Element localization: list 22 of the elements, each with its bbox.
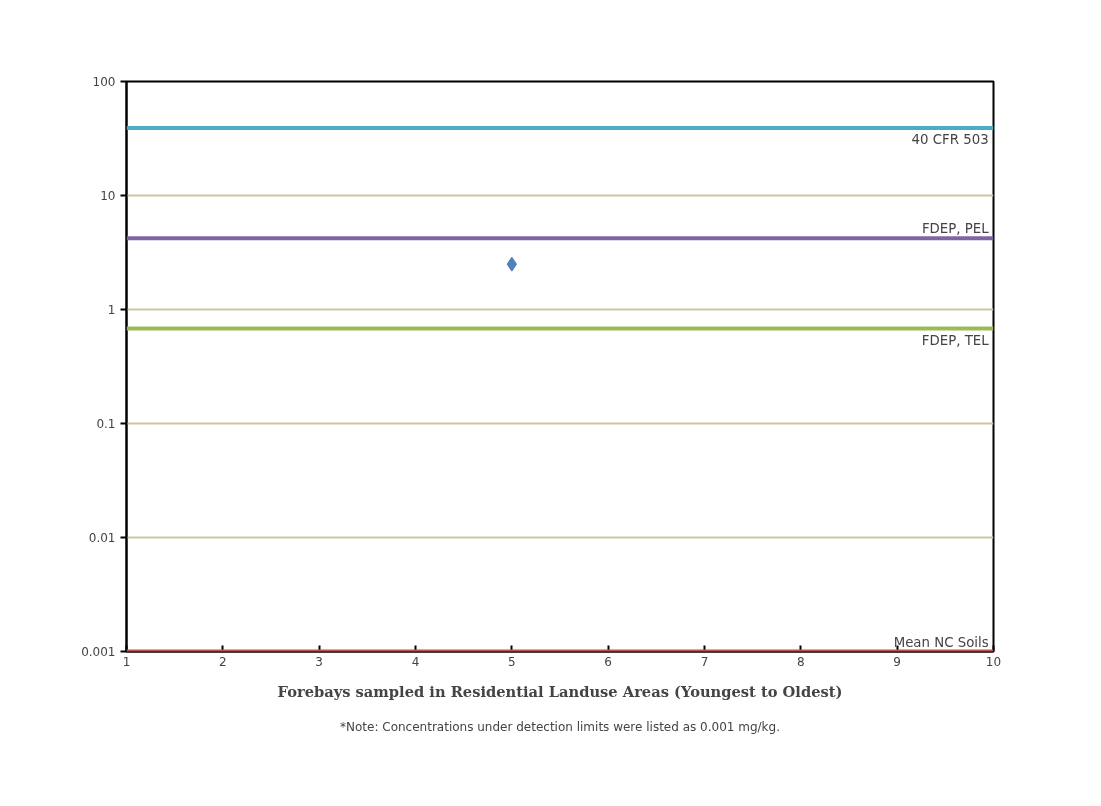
x-tick-label: 4 — [411, 654, 420, 669]
y-tick-label: 10 — [100, 189, 116, 203]
x-tick-label: 6 — [604, 654, 612, 669]
text: *Note: Concentrations under detection limits were listed as 0.001 mg/kg. — [340, 719, 780, 734]
x-tick-label: 5 — [508, 654, 516, 669]
x-tick-label: 3 — [315, 654, 323, 669]
ref-line-label: FDEP, TEL — [921, 332, 990, 348]
ref-line-label: 40 CFR 503 — [911, 132, 989, 148]
ref-line-label: FDEP, PEL — [921, 221, 990, 237]
y-tick-label: 0.001 — [81, 645, 116, 659]
ref-line-label: Mean NC Soils — [893, 634, 989, 650]
x-tick-label: 8 — [797, 654, 805, 669]
y-tick-label: 1 — [107, 303, 116, 317]
y-tick-label: 0.01 — [88, 531, 116, 545]
x-tick-label: 10 — [985, 654, 1002, 669]
x-tick-label: 7 — [700, 654, 709, 669]
y-tick-label: 100 — [92, 75, 116, 89]
x-tick-label: 2 — [219, 654, 227, 669]
x-tick-label: 1 — [122, 654, 131, 669]
y-tick-label: 0.1 — [96, 417, 116, 431]
x-tick-label: 9 — [893, 654, 901, 669]
x-axis-title: Forebays sampled in Residential Landuse Areas (Youngest to Oldest) — [277, 682, 843, 700]
